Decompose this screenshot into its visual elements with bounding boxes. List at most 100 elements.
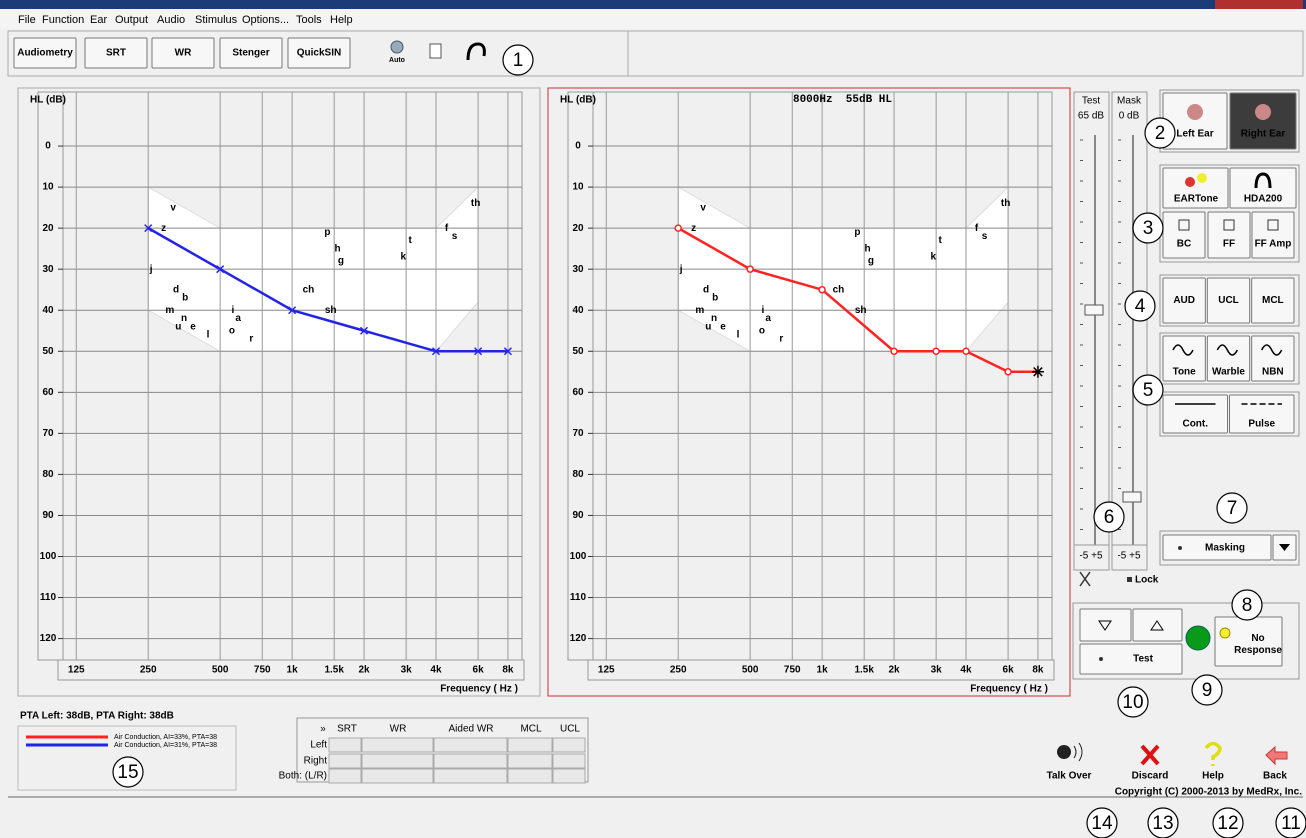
x-tick-label: 2k: [888, 665, 900, 676]
auto-icon[interactable]: [390, 40, 404, 54]
test-button[interactable]: [1079, 643, 1183, 675]
callout-circle: [502, 44, 534, 76]
mute-icon[interactable]: [1079, 571, 1091, 587]
point-marker: [216, 265, 225, 274]
talk-over-waves[interactable]: [1073, 742, 1083, 762]
y-tick-label: 60: [42, 387, 54, 398]
speech-sound-label: r: [779, 334, 783, 345]
speech-sound-label: j: [149, 264, 153, 275]
y-tick-label: 120: [40, 633, 57, 644]
speech-sound-label: k: [931, 252, 937, 263]
lock-icon[interactable]: [1127, 577, 1132, 582]
tab-button[interactable]: [151, 37, 215, 69]
menu-item: Help: [330, 14, 353, 26]
table-cell: [328, 753, 362, 769]
y-tick-label: 0: [575, 141, 581, 152]
y-tick-label: 20: [42, 223, 54, 234]
ear-label: Right Ear: [1241, 129, 1286, 140]
callout-number: 15: [117, 762, 138, 783]
x-tick-label: 2k: [358, 665, 370, 676]
headphone-icon[interactable]: [466, 42, 486, 61]
point-marker: [962, 347, 970, 356]
back-icon[interactable]: [1265, 745, 1288, 766]
masking-button[interactable]: [1162, 534, 1272, 561]
option-button[interactable]: [1251, 335, 1295, 382]
callout-circle: [1132, 212, 1164, 244]
callout-number: 1: [513, 50, 524, 71]
speech-sound-label: i: [231, 305, 234, 316]
speech-sound-label: th: [1001, 198, 1010, 209]
speech-sound-label: r: [249, 334, 253, 345]
transducer-group: [1159, 164, 1300, 263]
slider-thumb[interactable]: [1122, 491, 1142, 503]
speech-sound-label: b: [712, 293, 718, 304]
output-icon: [1223, 219, 1235, 231]
x-tick-label: 500: [742, 665, 759, 676]
table-cell: [361, 753, 434, 769]
headphone-icon: [1254, 172, 1272, 189]
table-cell: [361, 737, 434, 753]
speech-sound-label: d: [173, 284, 179, 295]
slider-column[interactable]: [1111, 91, 1148, 571]
x-tick-label: 125: [68, 665, 85, 676]
transducer-button[interactable]: [1229, 167, 1297, 209]
speech-sound-label: b: [182, 293, 188, 304]
option-button[interactable]: [1162, 277, 1206, 324]
callout-circle: [1144, 117, 1176, 149]
masking-group: [1159, 530, 1300, 566]
option-label: UCL: [1218, 295, 1239, 306]
callout-number: 8: [1242, 595, 1253, 616]
x-tick-label: 250: [670, 665, 687, 676]
callout-number: 12: [1217, 813, 1238, 834]
speech-sound-label: e: [720, 321, 726, 332]
speech-sound-label: s: [452, 231, 458, 242]
option-button[interactable]: [1206, 277, 1251, 324]
down-button[interactable]: [1079, 608, 1132, 642]
option-button[interactable]: [1206, 335, 1251, 382]
callout-circle: [1117, 686, 1149, 718]
up-button[interactable]: [1132, 608, 1183, 642]
output-button[interactable]: [1162, 211, 1206, 259]
output-button[interactable]: [1207, 211, 1251, 259]
menu-item: Ear: [90, 14, 107, 26]
output-button[interactable]: [1251, 211, 1295, 259]
ear-button[interactable]: [1229, 92, 1297, 150]
x-tick-label: 1.5k: [324, 665, 344, 676]
tab-label: SRT: [106, 48, 126, 59]
presentation-group: [1159, 391, 1300, 437]
transducer-button[interactable]: [1162, 167, 1229, 209]
y-tick-label: 10: [572, 182, 584, 193]
point-marker: [674, 224, 682, 232]
option-button[interactable]: [1251, 277, 1295, 324]
output-icon: [1178, 219, 1190, 231]
speech-sound-label: g: [338, 256, 344, 267]
pta-summary: PTA Left: 38dB, PTA Right: 38dB: [20, 711, 174, 722]
callout-circle: [1231, 589, 1263, 621]
point-marker: [890, 347, 898, 356]
tab-button[interactable]: [287, 37, 351, 69]
help-icon[interactable]: [1204, 741, 1222, 767]
y-tick-label: 50: [572, 346, 584, 357]
tab-button[interactable]: [13, 37, 77, 69]
output-label: BC: [1177, 239, 1191, 250]
no-response-button[interactable]: [1214, 616, 1283, 667]
notes-icon[interactable]: [429, 43, 442, 59]
tab-label: WR: [175, 48, 192, 59]
point-marker: [746, 265, 754, 273]
option-button[interactable]: [1162, 335, 1206, 382]
speech-sound-label: l: [737, 329, 740, 340]
callout-number: 5: [1143, 380, 1154, 401]
speech-sound-label: z: [691, 223, 696, 234]
slider-thumb[interactable]: [1084, 304, 1104, 316]
transducer-label: EARTone: [1174, 194, 1219, 205]
talk-over-icon[interactable]: [1057, 745, 1071, 759]
tab-button[interactable]: [84, 37, 148, 69]
discard-icon[interactable]: [1140, 744, 1160, 766]
callout-circle: [1147, 807, 1179, 838]
test-label: Test: [1133, 654, 1153, 665]
slider-column[interactable]: [1073, 91, 1110, 571]
speech-sound-label: sh: [325, 305, 337, 316]
callout-circle: [1086, 807, 1118, 838]
tab-button[interactable]: [219, 37, 283, 69]
